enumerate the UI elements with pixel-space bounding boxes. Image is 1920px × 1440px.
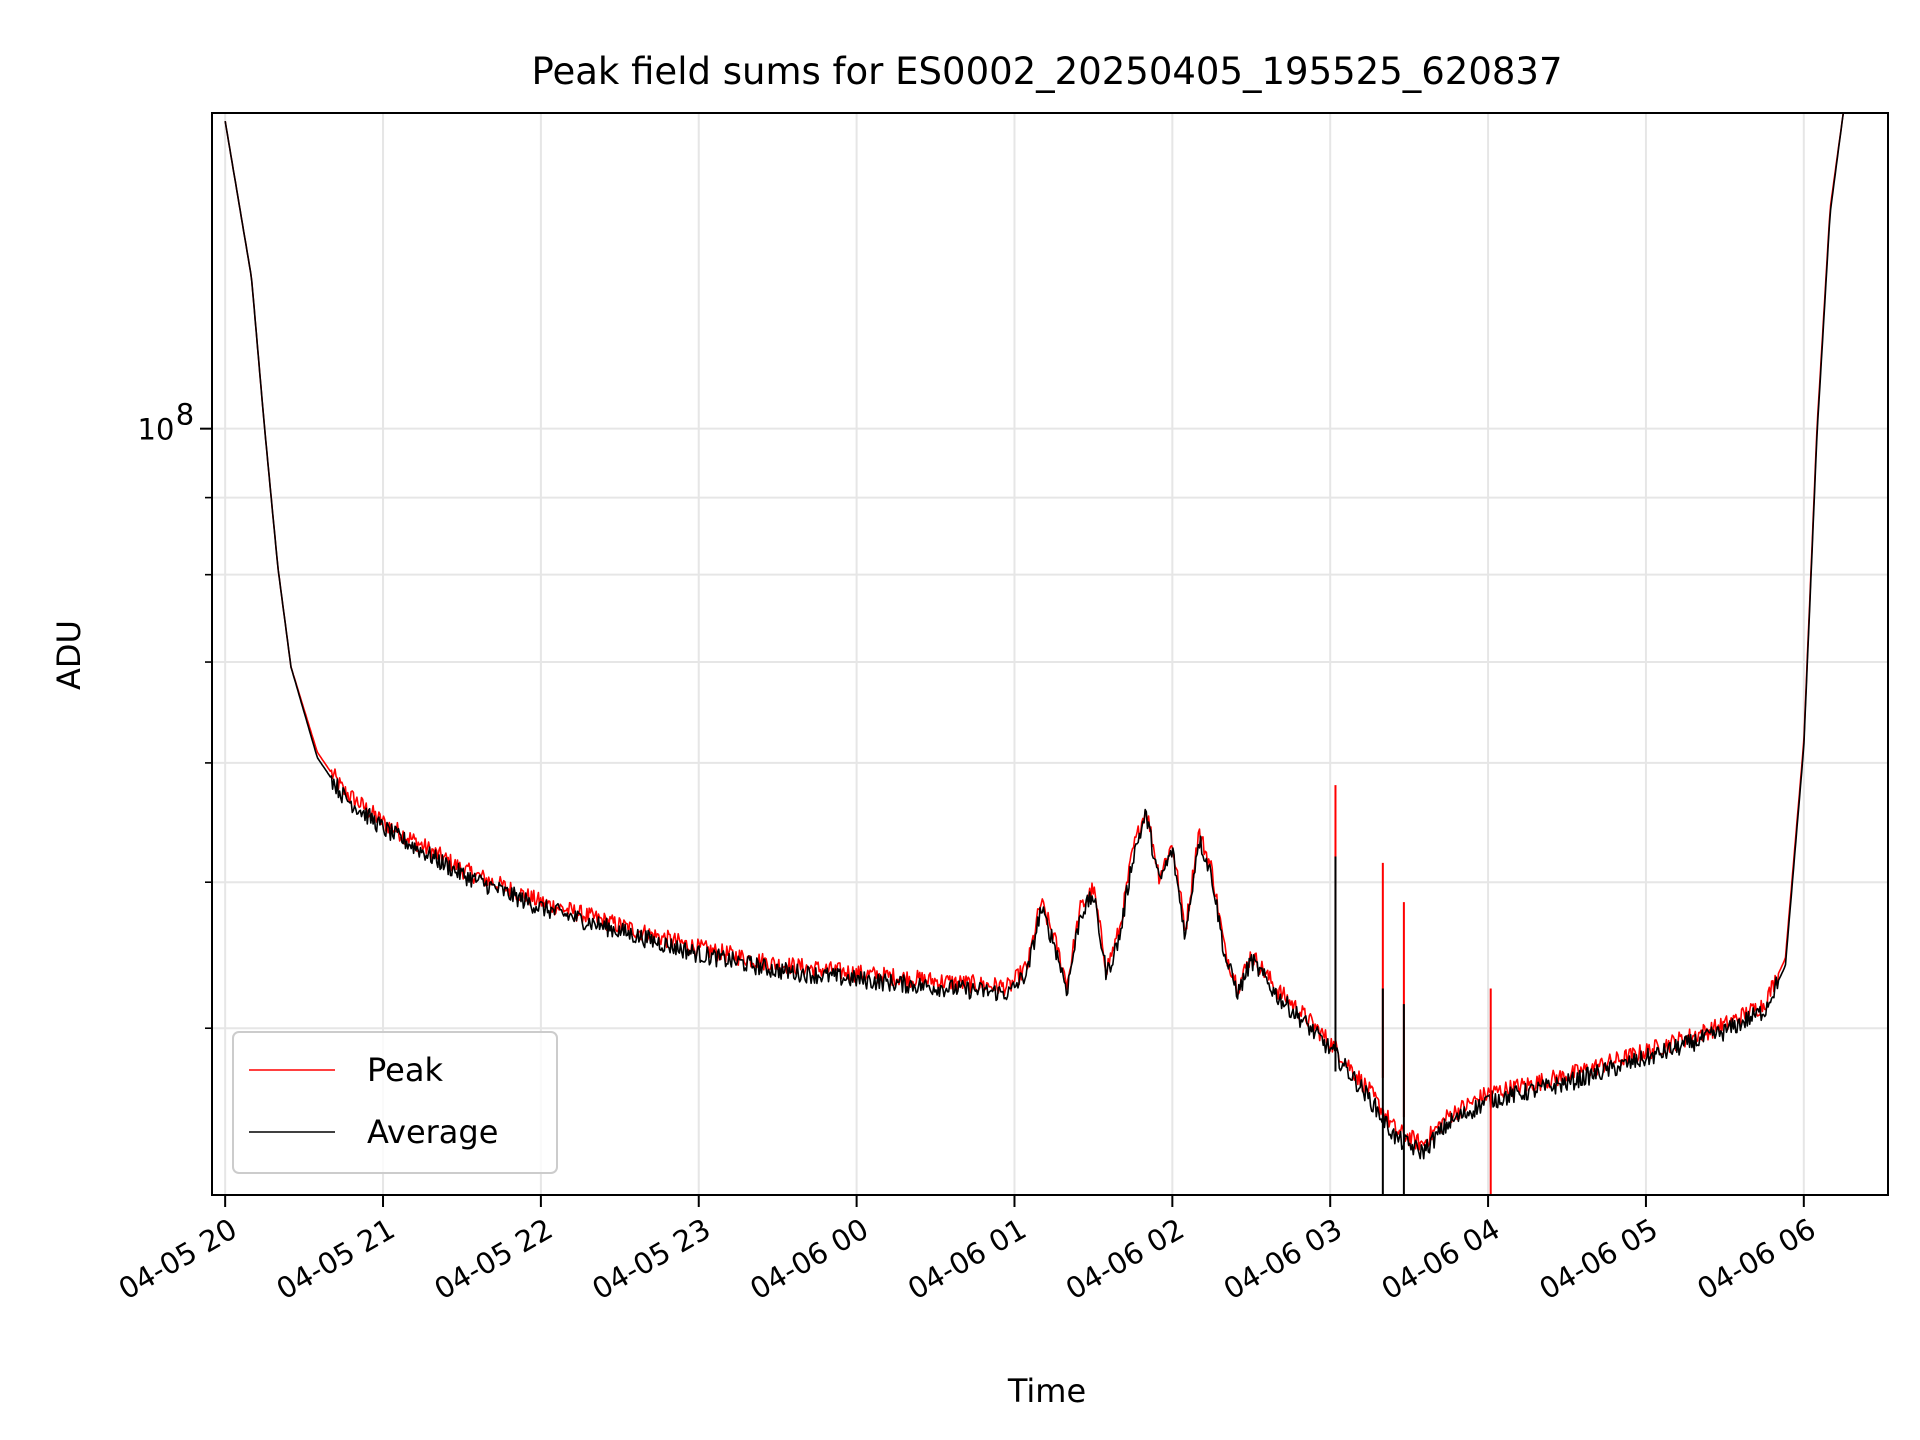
x-axis-label: Time (1007, 1372, 1086, 1410)
legend-box (232, 1031, 558, 1174)
y-tick-label: 10 (138, 413, 175, 447)
chart-title: Peak field sums for ES0002_20250405_1955… (532, 50, 1563, 93)
legend: Peak Average (232, 1031, 558, 1174)
legend-label-average: Average (367, 1113, 498, 1151)
legend-label-peak: Peak (367, 1051, 443, 1089)
y-tick-label-exponent: 8 (176, 398, 194, 432)
grid (212, 113, 1888, 1195)
series-line-average (224, 113, 1845, 1160)
series-layer (224, 113, 1845, 1195)
y-axis-label: ADU (50, 620, 88, 690)
plot-frame (211, 112, 1889, 1196)
